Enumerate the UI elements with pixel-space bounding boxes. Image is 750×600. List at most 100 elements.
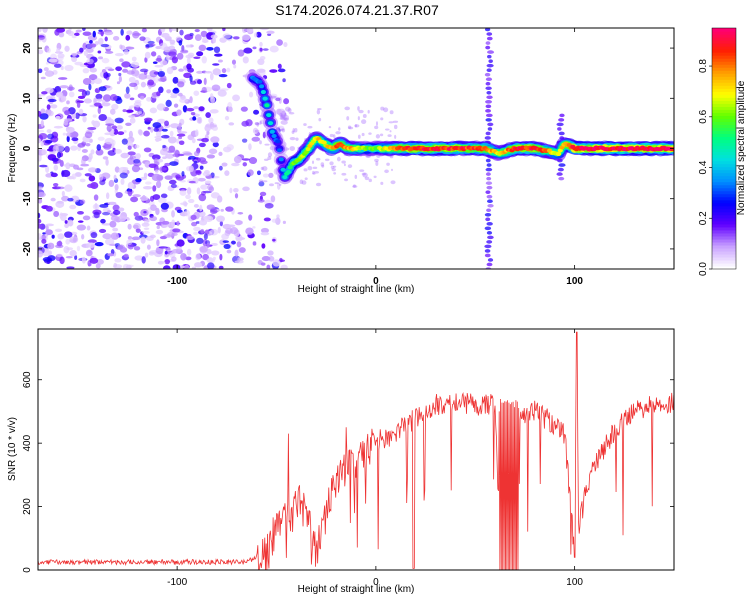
colorbar-cell bbox=[712, 178, 736, 183]
noise-cell bbox=[81, 234, 85, 240]
noise-cell bbox=[71, 35, 77, 39]
noise-cell bbox=[85, 40, 90, 44]
noise-cell bbox=[113, 128, 119, 135]
noise-cell bbox=[184, 264, 190, 269]
noise-cell bbox=[132, 32, 141, 36]
colorbar-cell bbox=[712, 100, 736, 104]
noise-cell bbox=[44, 70, 55, 77]
noise-cell bbox=[42, 28, 48, 33]
noise-cell bbox=[125, 34, 131, 41]
noise-cell bbox=[368, 178, 372, 183]
noise-cell bbox=[38, 49, 44, 55]
noise-cell bbox=[241, 138, 248, 143]
noise-cell bbox=[140, 81, 147, 88]
noise-cell bbox=[194, 34, 202, 41]
noise-cell bbox=[311, 160, 315, 164]
noise-cell bbox=[170, 95, 178, 99]
noise-cell bbox=[152, 61, 158, 64]
noise-cell bbox=[102, 233, 112, 240]
noise-cell bbox=[188, 198, 195, 204]
noise-cell bbox=[159, 148, 169, 156]
noise-cell bbox=[196, 237, 204, 245]
colorbar-cell bbox=[712, 223, 736, 228]
noise-cell bbox=[241, 28, 247, 34]
noise-cell bbox=[64, 184, 73, 192]
colorbar-frame bbox=[711, 27, 737, 270]
noise-cell bbox=[267, 250, 274, 256]
noise-cell bbox=[124, 93, 131, 99]
noise-cell bbox=[51, 234, 55, 239]
noise-cell bbox=[74, 32, 80, 37]
noise-cell bbox=[38, 129, 45, 133]
colorbar-cell bbox=[712, 247, 736, 252]
colorbar-cell bbox=[712, 142, 736, 147]
noise-cell bbox=[178, 40, 183, 46]
colorbar-cell bbox=[712, 214, 736, 219]
noise-cell bbox=[110, 232, 119, 240]
noise-cell bbox=[195, 170, 201, 174]
noise-cell bbox=[178, 140, 185, 146]
noise-cell bbox=[102, 94, 112, 102]
noise-cell bbox=[206, 257, 216, 264]
noise-cell bbox=[105, 123, 115, 126]
noise-cell bbox=[150, 204, 157, 211]
noise-cell bbox=[147, 79, 155, 86]
noise-cell bbox=[38, 223, 43, 229]
ridge-cell bbox=[282, 175, 288, 180]
noise-cell bbox=[127, 145, 132, 150]
noise-cell bbox=[38, 93, 46, 97]
noise-cell bbox=[282, 78, 286, 83]
noise-cell bbox=[133, 246, 141, 251]
noise-cell bbox=[256, 170, 261, 176]
noise-cell bbox=[82, 77, 92, 86]
snr-xtick-label: 100 bbox=[566, 577, 583, 588]
noise-cell bbox=[90, 231, 98, 239]
colorbar-cell bbox=[712, 166, 736, 171]
noise-cell bbox=[127, 157, 135, 165]
colorbar-cell bbox=[712, 70, 736, 74]
streak-cell bbox=[485, 181, 493, 185]
noise-cell bbox=[158, 246, 168, 249]
noise-cell bbox=[257, 122, 262, 125]
snr-xtick-label: 0 bbox=[373, 577, 379, 588]
noise-cell bbox=[303, 123, 307, 126]
noise-cell bbox=[268, 172, 274, 179]
noise-cell bbox=[121, 138, 128, 145]
noise-cell bbox=[38, 164, 48, 168]
noise-cell bbox=[332, 165, 337, 168]
noise-cell bbox=[269, 45, 279, 53]
noise-cell bbox=[176, 109, 182, 116]
noise-cell bbox=[260, 262, 266, 266]
noise-cell bbox=[210, 34, 218, 39]
noise-cell bbox=[361, 119, 367, 125]
spectrogram-ylabel: Frequency (Hz) bbox=[7, 114, 18, 183]
noise-cell bbox=[64, 45, 70, 52]
noise-cell bbox=[252, 46, 257, 50]
noise-cell bbox=[90, 79, 95, 85]
noise-cell bbox=[87, 262, 92, 267]
noise-cell bbox=[44, 139, 53, 144]
colorbar-tick-label: 0.8 bbox=[698, 59, 709, 73]
noise-cell bbox=[172, 153, 181, 158]
noise-cell bbox=[152, 194, 161, 200]
noise-cell bbox=[141, 230, 150, 234]
noise-cell bbox=[357, 106, 360, 111]
noise-cell bbox=[98, 37, 104, 46]
noise-cell bbox=[93, 102, 102, 107]
streak-cell bbox=[486, 262, 493, 267]
ridge-cell bbox=[257, 79, 263, 84]
noise-cell bbox=[86, 58, 94, 65]
noise-cell bbox=[93, 211, 100, 219]
colorbar-label: Normalized spectral amplitude bbox=[736, 80, 747, 215]
noise-cell bbox=[170, 183, 177, 189]
noise-cell bbox=[38, 110, 42, 117]
noise-cell bbox=[162, 60, 168, 66]
colorbar-cell bbox=[712, 163, 736, 168]
noise-cell bbox=[259, 41, 263, 47]
noise-cell bbox=[95, 148, 104, 156]
ridge-cell bbox=[555, 152, 562, 157]
noise-cell bbox=[186, 56, 191, 65]
noise-cell bbox=[95, 263, 101, 269]
noise-cell bbox=[198, 106, 205, 112]
noise-cell bbox=[65, 132, 72, 137]
